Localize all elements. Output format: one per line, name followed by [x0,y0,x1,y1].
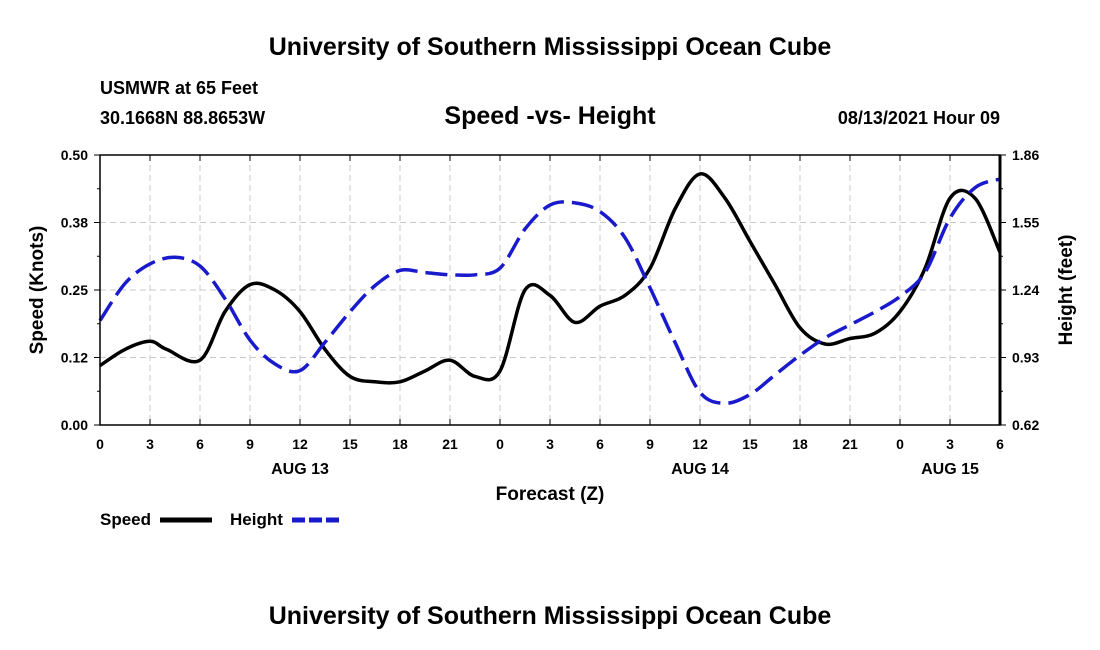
x-tick-label: 6 [596,436,604,452]
chart-title: Speed -vs- Height [444,102,656,130]
date-label: AUG 13 [271,461,329,478]
y-tick-label-right: 0.62 [1012,417,1039,433]
x-tick-label: 12 [292,436,308,452]
footer-title: University of Southern Mississippi Ocean… [269,602,832,630]
y-tick-label-right: 1.55 [1012,215,1039,231]
x-tick-label: 15 [342,436,358,452]
series-line-speed [99,172,1002,385]
legend-speed-label: Speed [100,510,151,529]
y-tick-label-right: 1.24 [1012,282,1039,298]
x-tick-label: 3 [546,436,554,452]
x-tick-label: 21 [842,436,858,452]
x-tick-label: 9 [646,436,654,452]
station-name: USMWR at 65 Feet [100,78,258,98]
x-tick-label: 21 [442,436,458,452]
main-title: University of Southern Mississippi Ocean… [269,33,832,61]
legend-height-label: Height [230,510,283,529]
x-tick-label: 12 [692,436,708,452]
series-line-height [98,177,1001,405]
tick-labels: 0 3 6 9 12 15 18 21 0 3 6 9 12 15 18 21 0 3 6 AUG 13 AUG 14 A… [61,147,1040,478]
x-tick-label: 0 [896,436,904,452]
y-tick-label-left: 0.38 [61,215,88,231]
x-tick-label: 3 [946,436,954,452]
x-tick-label: 0 [96,436,104,452]
x-tick-label: 6 [996,436,1004,452]
y-tick-label-left: 0.25 [61,282,88,298]
date-label: AUG 14 [671,461,729,478]
x-axis-label: Forecast (Z) [496,484,605,505]
x-tick-label: 3 [146,436,154,452]
date-label: AUG 15 [921,461,979,478]
legend: Speed Height [100,510,342,529]
x-tick-label: 18 [792,436,808,452]
forecast-datetime: 08/13/2021 Hour 09 [838,108,1000,128]
y-tick-label-left: 0.12 [61,350,88,366]
y-axis-label-left: Speed (Knots) [27,226,48,355]
y-axis-label-right: Height (feet) [1056,235,1077,346]
series-group [98,172,1002,405]
y-tick-label-right: 0.93 [1012,350,1039,366]
x-tick-label: 6 [196,436,204,452]
axis-ticks [94,154,1006,426]
x-tick-label: 0 [496,436,504,452]
y-tick-label-left: 0.00 [61,417,88,433]
station-coordinates: 30.1668N 88.8653W [100,108,265,128]
x-tick-label: 9 [246,436,254,452]
x-tick-label: 18 [392,436,408,452]
y-tick-label-left: 0.50 [61,147,88,163]
grid-lines [100,155,1000,425]
x-tick-label: 15 [742,436,758,452]
y-tick-label-right: 1.86 [1012,147,1039,163]
